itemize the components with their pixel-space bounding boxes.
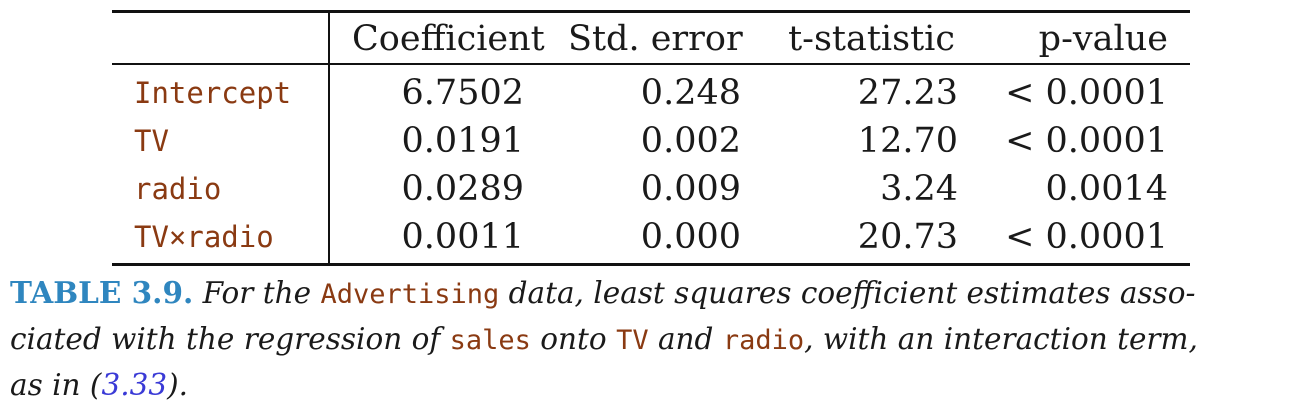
regression-table-container: Coefficient Std. error t-statistic p-val… <box>112 10 1190 266</box>
row-term: TV×radio <box>112 213 330 265</box>
cell-coefficient: 0.0191 <box>401 121 524 161</box>
row-term: TV <box>112 117 330 165</box>
caption-code-response: sales <box>449 325 531 356</box>
caption-text: and <box>648 322 723 356</box>
row-term: radio <box>112 165 330 213</box>
cell-std-error: 0.009 <box>640 169 741 209</box>
cell-p-value: 0.0014 <box>1045 169 1168 209</box>
caption-code-dataset: Advertising <box>320 279 500 310</box>
caption-code-radio: radio <box>722 325 805 356</box>
caption-text: For the <box>193 276 321 310</box>
regression-table: Coefficient Std. error t-statistic p-val… <box>112 10 1190 266</box>
header-t-statistic: t-statistic <box>763 11 980 65</box>
cell-t-statistic: 27.23 <box>857 73 958 113</box>
caption-text: data, least squares coefficient estimate… <box>499 276 1196 310</box>
caption-text: onto <box>530 322 617 356</box>
cell-coefficient: 0.0289 <box>401 169 524 209</box>
cell-t-statistic: 20.73 <box>857 217 958 257</box>
table-row: TV 0.0191 0.002 12.70 < 0.0001 <box>112 117 1190 165</box>
caption-text: ciated with the regression of <box>10 322 450 356</box>
row-term: Intercept <box>112 64 330 117</box>
header-std-error: Std. error <box>546 11 763 65</box>
table-row: TV×radio 0.0011 0.000 20.73 < 0.0001 <box>112 213 1190 265</box>
cell-t-statistic: 3.24 <box>880 169 958 209</box>
cell-std-error: 0.248 <box>640 73 741 113</box>
caption-text: ). <box>167 368 189 402</box>
cell-std-error: 0.002 <box>640 121 741 161</box>
table-caption: TABLE 3.9. For the Advertising data, lea… <box>10 270 1292 408</box>
header-stub <box>112 11 330 65</box>
cell-std-error: 0.000 <box>640 217 741 257</box>
table-row: radio 0.0289 0.009 3.24 0.0014 <box>112 165 1190 213</box>
cell-p-value: < 0.0001 <box>1005 121 1168 161</box>
cell-coefficient: 6.7502 <box>401 73 524 113</box>
header-coefficient: Coefficient <box>329 11 546 65</box>
caption-label: TABLE 3.9. <box>10 275 194 310</box>
caption-text: as in ( <box>10 368 102 402</box>
cell-coefficient: 0.0011 <box>401 217 524 257</box>
equation-reference-link[interactable]: 3.33 <box>101 368 168 402</box>
caption-code-tv: TV <box>616 325 649 356</box>
cell-p-value: < 0.0001 <box>1005 73 1168 113</box>
header-p-value: p-value <box>980 11 1190 65</box>
cell-t-statistic: 12.70 <box>857 121 958 161</box>
table-row: Intercept 6.7502 0.248 27.23 < 0.0001 <box>112 64 1190 117</box>
cell-p-value: < 0.0001 <box>1005 217 1168 257</box>
table-header-row: Coefficient Std. error t-statistic p-val… <box>112 11 1190 65</box>
caption-text: , with an interaction term, <box>804 322 1198 356</box>
